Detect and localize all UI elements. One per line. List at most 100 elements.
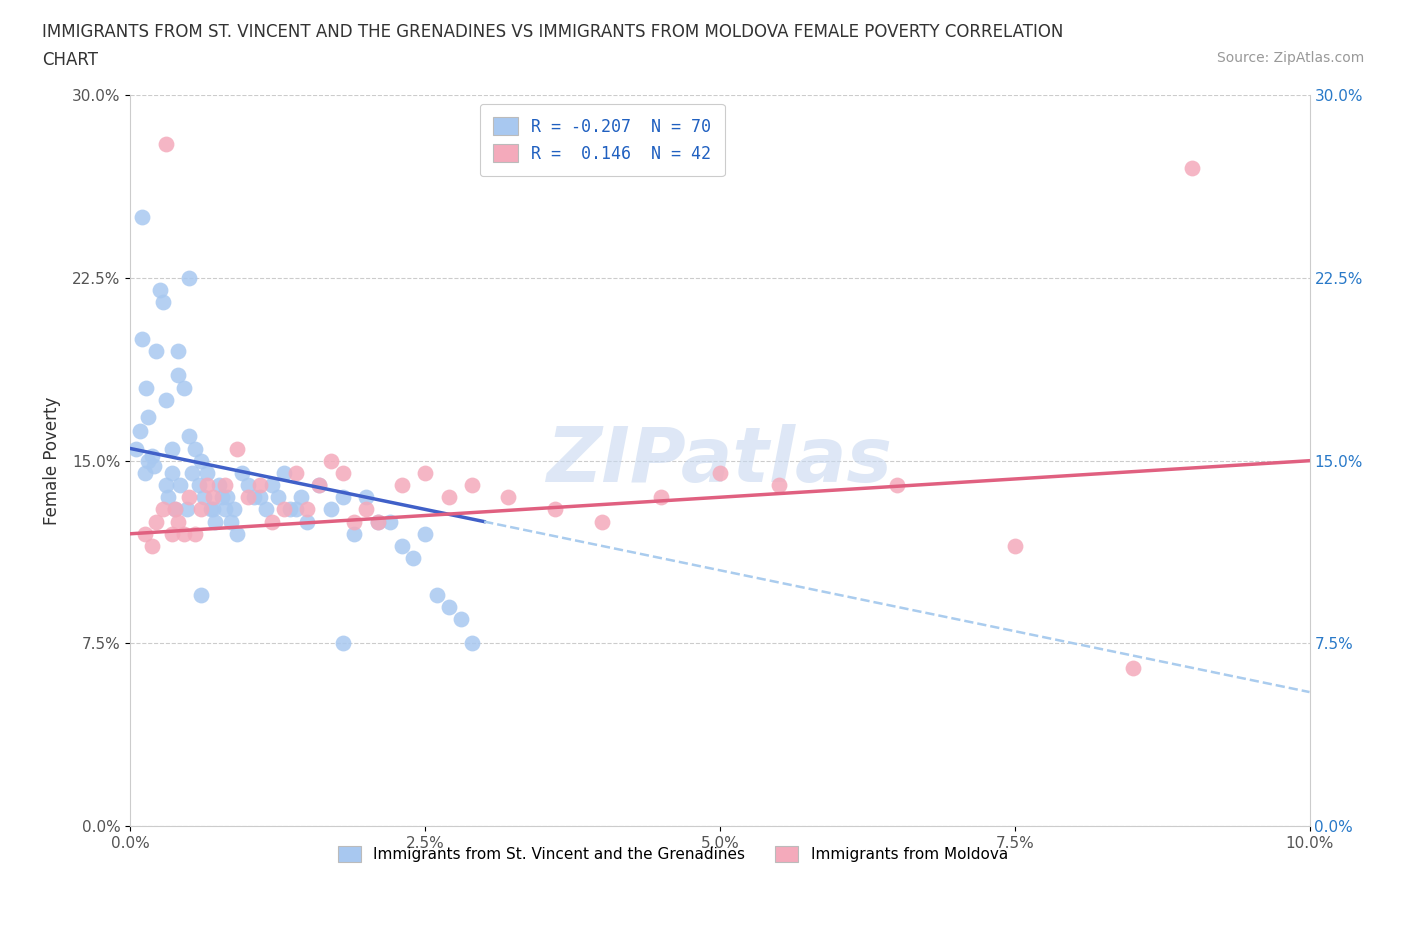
Point bbox=[1181, 161, 1204, 176]
Point bbox=[145, 514, 167, 529]
Point bbox=[496, 490, 519, 505]
Point bbox=[356, 490, 378, 505]
Point bbox=[155, 392, 177, 407]
Point bbox=[200, 502, 222, 517]
Point bbox=[184, 441, 207, 456]
Point bbox=[165, 502, 187, 517]
Text: CHART: CHART bbox=[42, 51, 98, 69]
Point bbox=[201, 490, 224, 505]
Point bbox=[190, 502, 212, 517]
Point bbox=[278, 502, 301, 517]
Point bbox=[290, 490, 312, 505]
Point bbox=[450, 612, 472, 627]
Point bbox=[166, 514, 188, 529]
Point bbox=[180, 465, 202, 480]
Text: ZIPatlas: ZIPatlas bbox=[547, 424, 893, 498]
Point bbox=[179, 271, 201, 286]
Point bbox=[402, 551, 425, 565]
Point bbox=[131, 331, 153, 346]
Point bbox=[343, 514, 366, 529]
Point bbox=[343, 526, 366, 541]
Point bbox=[249, 478, 271, 493]
Point bbox=[141, 448, 163, 463]
Point bbox=[160, 441, 183, 456]
Point bbox=[165, 502, 187, 517]
Point bbox=[157, 490, 180, 505]
Point bbox=[214, 502, 236, 517]
Point bbox=[319, 502, 342, 517]
Point bbox=[260, 514, 283, 529]
Point bbox=[125, 441, 148, 456]
Point bbox=[134, 526, 156, 541]
Point bbox=[169, 478, 191, 493]
Point bbox=[152, 502, 174, 517]
Point bbox=[152, 295, 174, 310]
Point bbox=[1122, 660, 1144, 675]
Point bbox=[179, 490, 201, 505]
Point bbox=[219, 514, 242, 529]
Point bbox=[297, 514, 319, 529]
Point bbox=[160, 465, 183, 480]
Point bbox=[367, 514, 389, 529]
Point bbox=[284, 465, 307, 480]
Point bbox=[426, 587, 449, 602]
Point bbox=[136, 453, 159, 468]
Point bbox=[332, 636, 354, 651]
Point bbox=[709, 465, 731, 480]
Point bbox=[135, 380, 157, 395]
Point bbox=[176, 502, 198, 517]
Point bbox=[201, 502, 224, 517]
Point bbox=[155, 478, 177, 493]
Point bbox=[437, 600, 460, 615]
Point bbox=[204, 514, 226, 529]
Point bbox=[134, 465, 156, 480]
Point bbox=[187, 478, 209, 493]
Point bbox=[211, 490, 233, 505]
Point bbox=[319, 453, 342, 468]
Point bbox=[155, 137, 177, 152]
Point bbox=[145, 344, 167, 359]
Point bbox=[136, 409, 159, 424]
Point bbox=[367, 514, 389, 529]
Point bbox=[437, 490, 460, 505]
Point bbox=[128, 424, 150, 439]
Point bbox=[195, 478, 218, 493]
Point bbox=[179, 429, 201, 444]
Y-axis label: Female Poverty: Female Poverty bbox=[44, 396, 60, 525]
Point bbox=[143, 458, 166, 473]
Point bbox=[224, 502, 246, 517]
Point bbox=[461, 478, 484, 493]
Point bbox=[238, 490, 260, 505]
Point bbox=[193, 490, 215, 505]
Point bbox=[160, 526, 183, 541]
Legend: Immigrants from St. Vincent and the Grenadines, Immigrants from Moldova: Immigrants from St. Vincent and the Gren… bbox=[330, 838, 1015, 870]
Point bbox=[332, 490, 354, 505]
Point bbox=[131, 210, 153, 225]
Point bbox=[149, 283, 172, 298]
Point bbox=[768, 478, 790, 493]
Point bbox=[591, 514, 613, 529]
Point bbox=[184, 526, 207, 541]
Point bbox=[173, 380, 195, 395]
Point bbox=[249, 490, 271, 505]
Point bbox=[308, 478, 330, 493]
Point bbox=[332, 465, 354, 480]
Point bbox=[886, 478, 908, 493]
Point bbox=[214, 478, 236, 493]
Point bbox=[166, 344, 188, 359]
Point bbox=[273, 502, 295, 517]
Point bbox=[190, 587, 212, 602]
Point bbox=[254, 502, 277, 517]
Point bbox=[267, 490, 290, 505]
Point bbox=[1004, 538, 1026, 553]
Point bbox=[391, 478, 413, 493]
Point bbox=[461, 636, 484, 651]
Point bbox=[378, 514, 401, 529]
Point bbox=[173, 526, 195, 541]
Point bbox=[260, 478, 283, 493]
Point bbox=[231, 465, 253, 480]
Point bbox=[356, 502, 378, 517]
Point bbox=[297, 502, 319, 517]
Point bbox=[308, 478, 330, 493]
Point bbox=[195, 465, 218, 480]
